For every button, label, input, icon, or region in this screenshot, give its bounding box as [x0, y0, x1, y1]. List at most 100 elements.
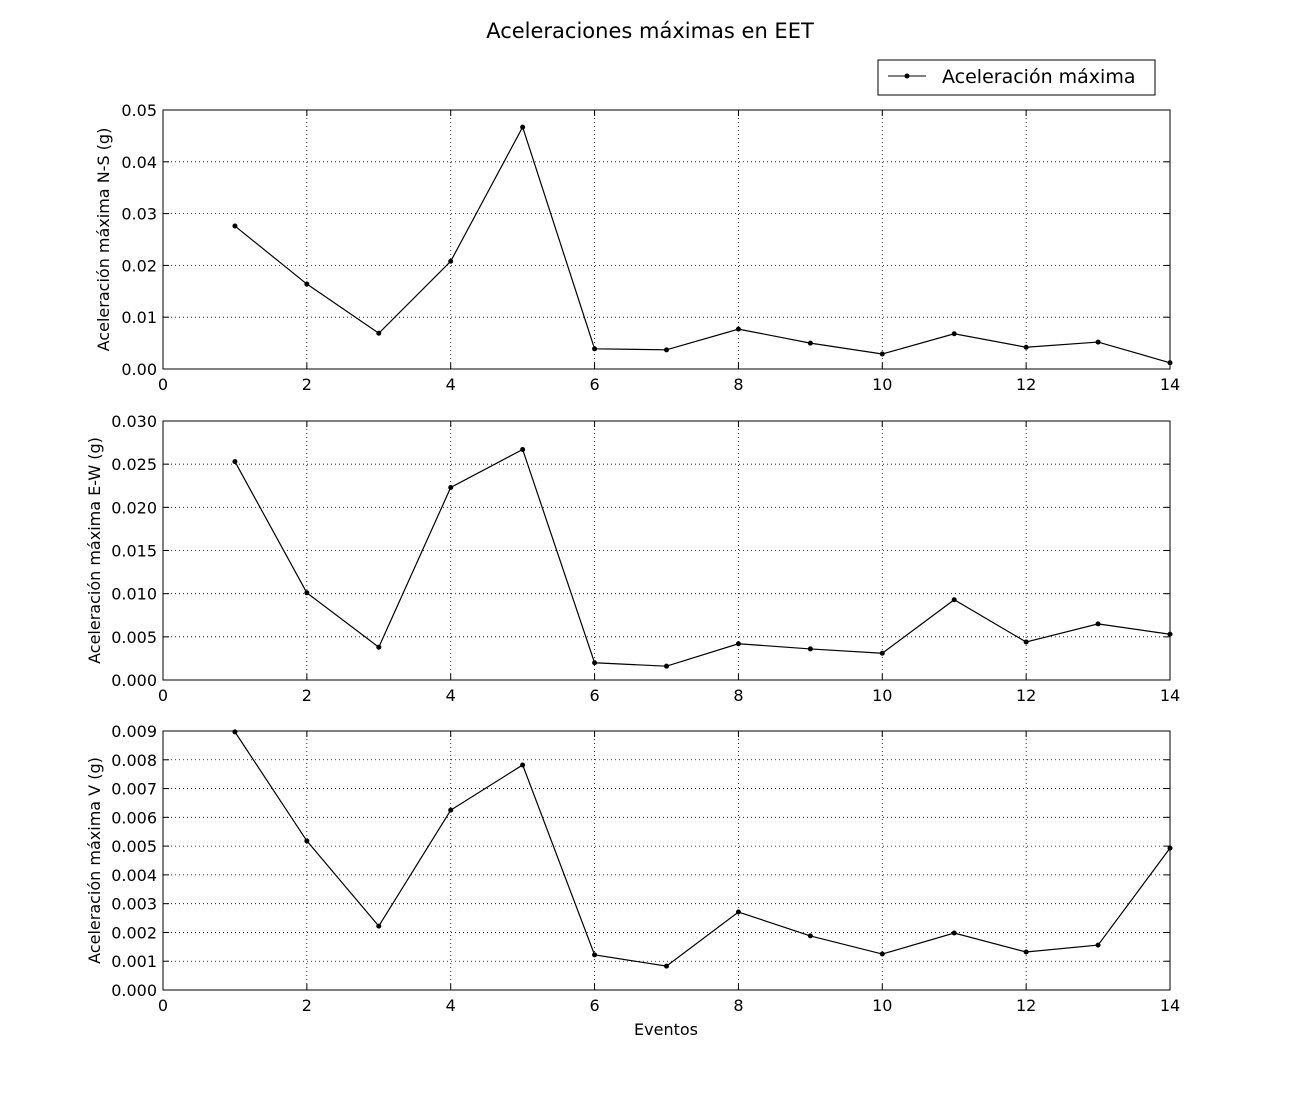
data-point — [735, 909, 741, 915]
series-line — [234, 125, 1171, 364]
data-point — [664, 347, 669, 353]
y-tick-label: 0.008 — [111, 751, 157, 770]
y-tick-label: 0.010 — [111, 585, 157, 604]
data-point — [376, 923, 382, 929]
y-tick-label: 0.025 — [111, 455, 157, 474]
data-point — [1167, 845, 1173, 851]
y-tick-label: 0.00 — [121, 360, 157, 379]
data-point — [1167, 631, 1173, 637]
x-tick-label: 14 — [1160, 996, 1180, 1015]
data-point — [448, 807, 454, 813]
x-tick-label: 4 — [446, 996, 456, 1015]
data-point — [232, 459, 238, 465]
x-tick-label: 6 — [589, 996, 599, 1015]
data-point — [304, 838, 310, 844]
data-point — [520, 124, 526, 130]
data-point — [879, 951, 885, 957]
x-tick-label: 10 — [872, 996, 892, 1015]
x-tick-label: 8 — [733, 686, 743, 705]
data-point — [664, 963, 669, 969]
x-tick-label: 14 — [1160, 375, 1180, 394]
y-tick-label: 0.05 — [121, 101, 157, 120]
x-tick-label: 4 — [446, 686, 456, 705]
x-tick-label: 6 — [589, 686, 599, 705]
x-tick-label: 14 — [1160, 686, 1180, 705]
data-point — [1095, 339, 1101, 345]
data-point — [807, 340, 813, 346]
data-point — [1023, 639, 1029, 645]
data-point — [520, 446, 526, 452]
x-tick-label: 12 — [1016, 996, 1036, 1015]
legend-label: Aceleración máxima — [942, 66, 1135, 88]
y-tick-label: 0.005 — [111, 837, 157, 856]
data-point — [592, 952, 598, 958]
x-tick-label: 4 — [446, 375, 456, 394]
y-tick-label: 0.02 — [121, 256, 157, 275]
legend-marker — [904, 73, 910, 79]
x-tick-label: 0 — [158, 686, 168, 705]
y-tick-label: 0.030 — [111, 412, 157, 431]
data-point — [1167, 360, 1173, 366]
data-point — [1023, 344, 1029, 350]
plot-frame — [162, 420, 1171, 681]
series-line — [234, 448, 1171, 667]
data-point — [448, 484, 454, 490]
y-tick-label: 0.009 — [111, 722, 157, 741]
y-tick-label: 0.04 — [121, 153, 157, 172]
y-tick-label: 0.002 — [111, 923, 157, 942]
plot-frame — [162, 109, 1171, 370]
x-tick-label: 10 — [872, 686, 892, 705]
chart-title: Aceleraciones máximas en EET — [486, 19, 814, 43]
y-tick-label: 0.01 — [121, 308, 157, 327]
data-point — [1095, 942, 1101, 948]
data-point — [664, 663, 669, 669]
plot-frame — [162, 730, 1171, 991]
data-point — [592, 346, 598, 352]
y-tick-label: 0.006 — [111, 808, 157, 827]
y-tick-label: 0.007 — [111, 780, 157, 799]
panel-2: 0 2 4 6 8 10 12 14 0.000 0.005 0.010 0.015 0.020 0.02… — [85, 412, 1180, 705]
y-tick-label: 0.015 — [111, 542, 157, 561]
x-tick-label: 12 — [1016, 375, 1036, 394]
x-tick-label: 2 — [302, 375, 312, 394]
y-axis-label: Aceleración máxima E-W (g) — [85, 437, 104, 664]
data-point — [951, 930, 957, 936]
y-tick-label: 0.000 — [111, 981, 157, 1000]
y-tick-label: 0.000 — [111, 671, 157, 690]
data-point — [304, 281, 310, 287]
data-point — [232, 223, 238, 229]
data-point — [304, 590, 310, 596]
x-tick-label: 6 — [589, 375, 599, 394]
y-tick-label: 0.003 — [111, 895, 157, 914]
data-point — [951, 331, 957, 337]
data-point — [807, 646, 813, 652]
y-tick-label: 0.020 — [111, 498, 157, 517]
x-axis-label: Eventos — [634, 1020, 698, 1039]
data-point — [879, 650, 885, 656]
data-point — [520, 762, 526, 768]
y-tick-label: 0.03 — [121, 205, 157, 224]
data-point — [807, 933, 813, 939]
x-tick-label: 0 — [158, 996, 168, 1015]
data-point — [592, 660, 598, 666]
data-point — [735, 641, 741, 647]
data-point — [1095, 621, 1101, 627]
x-tick-label: 0 — [158, 375, 168, 394]
data-point — [735, 326, 741, 332]
legend-box — [877, 59, 1156, 96]
y-axis-label: Aceleración máxima N-S (g) — [94, 128, 113, 352]
legend: Aceleración máxima — [877, 59, 1156, 96]
panel-3: 0 2 4 6 8 10 12 14 0.000 0.001 0.002 0.003 0.004 0.00… — [85, 722, 1180, 1015]
series-line — [234, 731, 1171, 967]
x-tick-label: 12 — [1016, 686, 1036, 705]
y-axis-label: Aceleración máxima V (g) — [85, 757, 104, 964]
x-tick-label: 2 — [302, 686, 312, 705]
data-point — [376, 644, 382, 650]
y-tick-label: 0.001 — [111, 952, 157, 971]
data-point — [448, 258, 454, 264]
data-point — [1023, 949, 1029, 955]
data-point — [376, 330, 382, 336]
x-tick-label: 2 — [302, 996, 312, 1015]
x-tick-label: 10 — [872, 375, 892, 394]
